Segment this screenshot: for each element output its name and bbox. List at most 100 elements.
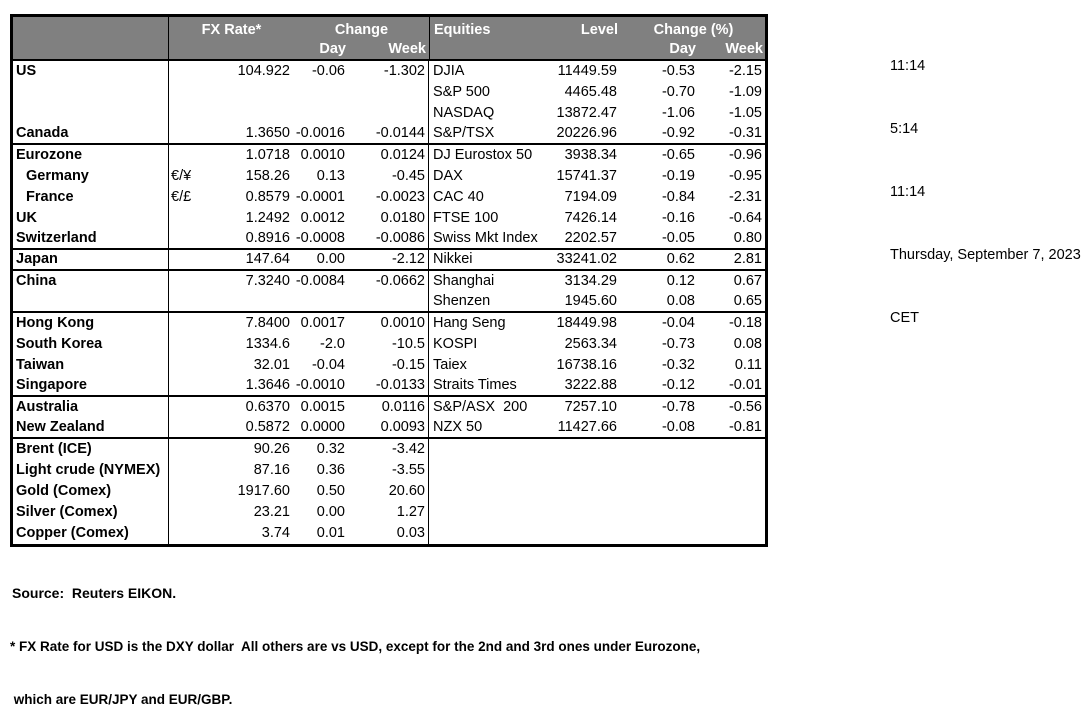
fx-rate-cell: 0.5872	[245, 419, 290, 435]
equity-level-cell: 11449.59	[557, 63, 617, 79]
fx-day-change-cell: -0.0010	[295, 377, 345, 393]
fx-rate-cell: 7.3240	[245, 273, 290, 289]
equities-change-pct-header: Change (%)	[653, 22, 734, 38]
fx-rate-cell: 158.26	[245, 168, 290, 184]
table-row: NASDAQ 13872.47 -1.06 -1.05	[13, 103, 765, 124]
table-row: US 104.922 -0.06 -1.302 DJIA 11449.59 -0…	[13, 61, 765, 82]
fx-week-change-cell: -0.45	[391, 168, 425, 184]
fx-week-change-cell: -0.0144	[375, 125, 425, 141]
fx-pair-cell	[168, 292, 198, 311]
equity-day-change-cell: -0.04	[661, 315, 695, 331]
table-row: Silver (Comex) 23.21 0.00 1.27	[13, 502, 765, 523]
fx-pair-cell	[168, 481, 198, 502]
equity-week-change-cell	[698, 481, 765, 502]
equity-day-change-cell: -0.32	[661, 357, 695, 373]
fx-country-cell: Brent (ICE)	[16, 441, 92, 457]
fx-pair-cell	[168, 271, 198, 292]
fx-pair-cell	[168, 145, 198, 166]
equity-level-cell	[550, 523, 620, 544]
equity-name-cell: FTSE 100	[428, 208, 550, 229]
equity-name-cell: Straits Times	[428, 376, 550, 395]
fx-rate-cell	[198, 82, 293, 103]
equity-day-change-cell	[620, 460, 698, 481]
equity-name-cell	[428, 502, 550, 523]
table-row: Hong Kong 7.8400 0.0017 0.0010 Hang Seng…	[13, 313, 765, 334]
fx-day-change-cell: -0.0016	[295, 125, 345, 141]
fx-pair-cell	[168, 229, 198, 248]
fx-country-cell: Japan	[16, 251, 58, 267]
fx-rate-cell: 1.3646	[245, 377, 290, 393]
fx-day-change-cell: 0.0010	[300, 147, 345, 163]
fx-day-change-cell: 0.0017	[300, 315, 345, 331]
table-footer: Source: Reuters EIKON. * FX Rate for USD…	[10, 551, 700, 726]
fx-day-change-cell: 0.36	[316, 462, 345, 478]
fx-rate-cell: 1.2492	[245, 210, 290, 226]
equity-level-cell: 3134.29	[564, 273, 617, 289]
equity-name-cell: NZX 50	[428, 418, 550, 437]
equity-day-change-cell: -0.53	[661, 63, 695, 79]
time-asia: 5:14	[890, 121, 919, 137]
fx-week-change-cell: -3.55	[391, 462, 425, 478]
fx-pair-cell	[168, 124, 198, 143]
table-header-row-1: FX Rate* Change Equities Level Change (%…	[13, 17, 765, 40]
fx-day-change-cell: 0.13	[316, 168, 345, 184]
equity-week-change-cell: 2.81	[733, 251, 762, 267]
fx-rate-cell: 104.922	[237, 63, 290, 79]
equity-level-cell: 11427.66	[557, 419, 617, 435]
equity-week-change-cell: -0.31	[728, 125, 762, 141]
equity-level-cell: 2563.34	[564, 336, 617, 352]
fx-rate-cell: 0.8579	[245, 189, 290, 205]
equities-header: Equities	[429, 17, 551, 40]
table-row: France €/£ 0.8579 -0.0001 -0.0023 CAC 40…	[13, 187, 765, 208]
table-row: Eurozone 1.0718 0.0010 0.0124 DJ Eurosto…	[13, 145, 765, 166]
equity-week-change-cell: -0.96	[728, 147, 762, 163]
fx-country-cell: South Korea	[16, 336, 103, 352]
equity-day-change-cell: -0.78	[661, 399, 695, 415]
fx-rate-cell: 1334.6	[245, 336, 290, 352]
fx-pair-cell	[168, 334, 198, 355]
level-header: Level	[580, 22, 618, 38]
fx-pair-cell	[168, 103, 198, 124]
equity-day-change-cell	[620, 523, 698, 544]
fx-day-change-cell: -2.0	[320, 336, 345, 352]
table-row: China 7.3240 -0.0084 -0.0662 Shanghai 31…	[13, 271, 765, 292]
equity-name-cell: DJ Eurostox 50	[428, 145, 550, 166]
fx-rate-cell: 23.21	[253, 504, 290, 520]
equity-level-cell: 4465.48	[564, 84, 617, 100]
fx-country-cell	[13, 292, 168, 311]
fx-rate-cell: 0.8916	[245, 230, 290, 246]
time-europe: 11:14	[890, 184, 926, 200]
equity-day-change-cell: -0.16	[661, 210, 695, 226]
equity-name-cell: Taiex	[428, 355, 550, 376]
fx-country-cell: Taiwan	[16, 357, 65, 373]
fx-day-change-cell: 0.0012	[300, 210, 345, 226]
equity-week-change-cell: 0.80	[733, 230, 762, 246]
fx-country-cell: Singapore	[16, 377, 87, 393]
fx-country-cell: Copper (Comex)	[16, 525, 129, 541]
fx-country-cell	[13, 82, 168, 103]
fx-country-cell: Germany	[26, 168, 89, 184]
equity-week-change-cell: -1.05	[728, 105, 762, 121]
fx-week-change-cell: -0.0133	[375, 377, 425, 393]
fx-week-header: Week	[388, 41, 426, 57]
fx-country-cell: China	[16, 273, 57, 289]
fx-day-change-cell: -0.0084	[295, 273, 345, 289]
fx-rate-cell: 90.26	[253, 441, 290, 457]
fx-rate-cell	[198, 103, 293, 124]
fx-day-change-cell: -0.0008	[295, 230, 345, 246]
equity-name-cell: DAX	[428, 166, 550, 187]
equity-week-change-cell	[698, 502, 765, 523]
fx-equities-table: FX Rate* Change Equities Level Change (%…	[10, 14, 768, 547]
equity-level-cell: 18449.98	[556, 315, 617, 331]
equity-day-change-cell	[620, 502, 698, 523]
equity-day-change-cell: -0.92	[661, 125, 695, 141]
fx-pair-cell	[168, 313, 198, 334]
equity-day-change-cell	[620, 439, 698, 460]
equity-week-change-cell: 0.65	[733, 293, 762, 309]
equity-name-cell: Shenzen	[428, 292, 550, 311]
equity-name-cell: Hang Seng	[428, 313, 550, 334]
fx-country-cell: Canada	[16, 125, 69, 141]
fx-day-change-cell: 0.50	[316, 483, 345, 499]
equity-level-cell	[550, 439, 620, 460]
equities-day-header: Day	[669, 41, 696, 57]
